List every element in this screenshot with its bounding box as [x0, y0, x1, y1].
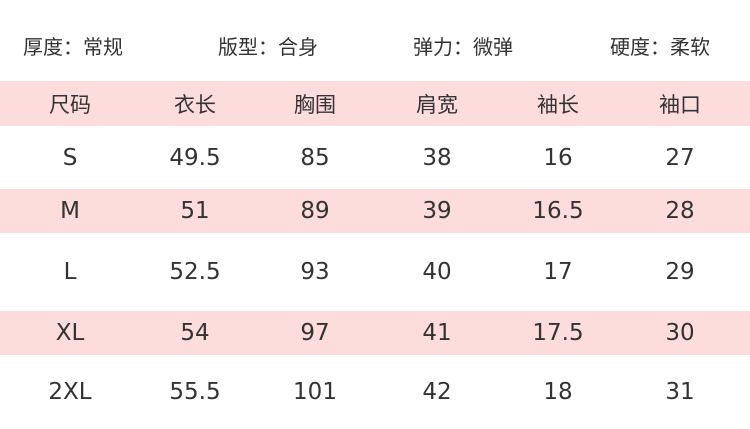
table-cell: 2XL — [48, 379, 92, 405]
table-cell: 31 — [665, 379, 695, 405]
column-header: 袖口 — [659, 92, 701, 117]
table-cell: 85 — [300, 144, 330, 171]
attribute-label: 厚度：常规 — [23, 35, 123, 59]
table-header-row: 尺码 衣长 胸围 肩宽 袖长 袖口 — [0, 81, 750, 126]
table-cell: 101 — [293, 379, 337, 405]
table-cell: 30 — [665, 320, 695, 346]
table-cell: 52.5 — [169, 259, 221, 285]
column-header: 袖长 — [537, 92, 579, 117]
table-cell: 55.5 — [169, 379, 221, 405]
table-row: M 51 89 39 16.5 28 — [0, 189, 750, 233]
table-row: 2XL 55.5 101 42 18 31 — [0, 355, 750, 429]
table-cell: 40 — [422, 259, 452, 285]
table-cell: 51 — [180, 198, 210, 224]
table-cell: 17 — [543, 259, 573, 285]
table-row: L 52.5 93 40 17 29 — [0, 233, 750, 311]
column-header: 衣长 — [174, 92, 216, 117]
column-header: 肩宽 — [416, 92, 458, 117]
table-cell: 28 — [665, 198, 695, 224]
table-cell: 89 — [300, 198, 330, 224]
table-cell: XL — [55, 320, 85, 346]
table-cell: S — [62, 144, 78, 171]
table-cell: 17.5 — [532, 320, 584, 346]
table-cell: 27 — [665, 144, 695, 171]
table-cell: 29 — [665, 259, 695, 285]
table-cell: 54 — [180, 320, 210, 346]
attribute-label: 版型：合身 — [218, 35, 318, 59]
table-cell: L — [63, 259, 77, 285]
table-cell: 38 — [422, 144, 452, 171]
attribute-label: 弹力：微弹 — [413, 35, 513, 59]
table-cell: 97 — [300, 320, 330, 346]
column-header: 胸围 — [294, 92, 336, 117]
table-row: XL 54 97 41 17.5 30 — [0, 311, 750, 355]
table-cell: 16.5 — [532, 198, 584, 224]
table-cell: 41 — [422, 320, 452, 346]
table-cell: 42 — [422, 379, 452, 405]
attribute-label: 硬度：柔软 — [610, 35, 710, 59]
table-cell: 18 — [543, 379, 573, 405]
table-row: S 49.5 85 38 16 27 — [0, 126, 750, 189]
column-header: 尺码 — [49, 92, 91, 117]
table-cell: 39 — [422, 198, 452, 224]
table-cell: 16 — [543, 144, 573, 171]
table-cell: M — [60, 198, 80, 224]
table-cell: 93 — [300, 259, 330, 285]
table-cell: 49.5 — [169, 144, 221, 171]
